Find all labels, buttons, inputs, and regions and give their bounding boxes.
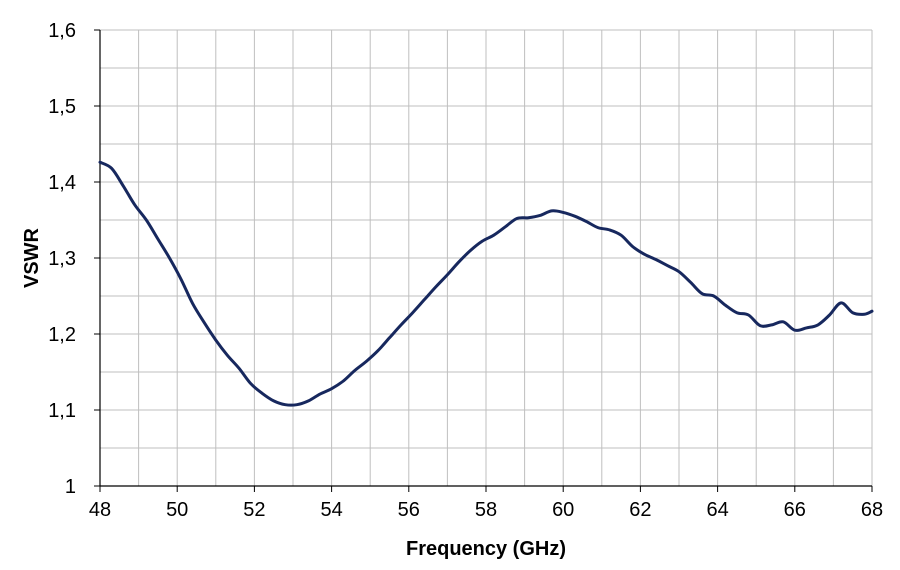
x-tick-label: 48	[89, 499, 111, 521]
grid	[100, 29, 873, 486]
x-tick-labels: 48 50 52 54 56 58 60 62 64 66 68	[89, 499, 883, 521]
series-layer	[98, 160, 874, 407]
x-tick-label: 64	[706, 499, 728, 521]
x-tick-label: 68	[861, 499, 883, 521]
x-tick-label: 50	[166, 499, 188, 521]
y-axis-title: VSWR	[21, 227, 43, 288]
y-tick-label: 1,2	[48, 324, 76, 346]
vswr-series-line	[98, 160, 874, 407]
x-tick-label: 56	[398, 499, 420, 521]
x-tick-label: 66	[784, 499, 806, 521]
y-tick-label: 1,4	[48, 172, 76, 194]
y-tick-labels: 1 1,1 1,2 1,3 1,4 1,5 1,6	[48, 20, 76, 498]
y-tick-label: 1,3	[48, 248, 76, 270]
x-tick-label: 52	[243, 499, 265, 521]
axes	[94, 29, 873, 492]
x-tick-label: 60	[552, 499, 574, 521]
x-tick-label: 58	[475, 499, 497, 521]
x-axis-title: Frequency (GHz)	[406, 538, 566, 560]
y-tick-label: 1,1	[48, 400, 76, 422]
y-tick-label: 1,5	[48, 96, 76, 118]
y-tick-label: 1,6	[48, 20, 76, 42]
x-tick-label: 62	[629, 499, 651, 521]
x-tick-label: 54	[320, 499, 342, 521]
y-tick-label: 1	[65, 476, 76, 498]
